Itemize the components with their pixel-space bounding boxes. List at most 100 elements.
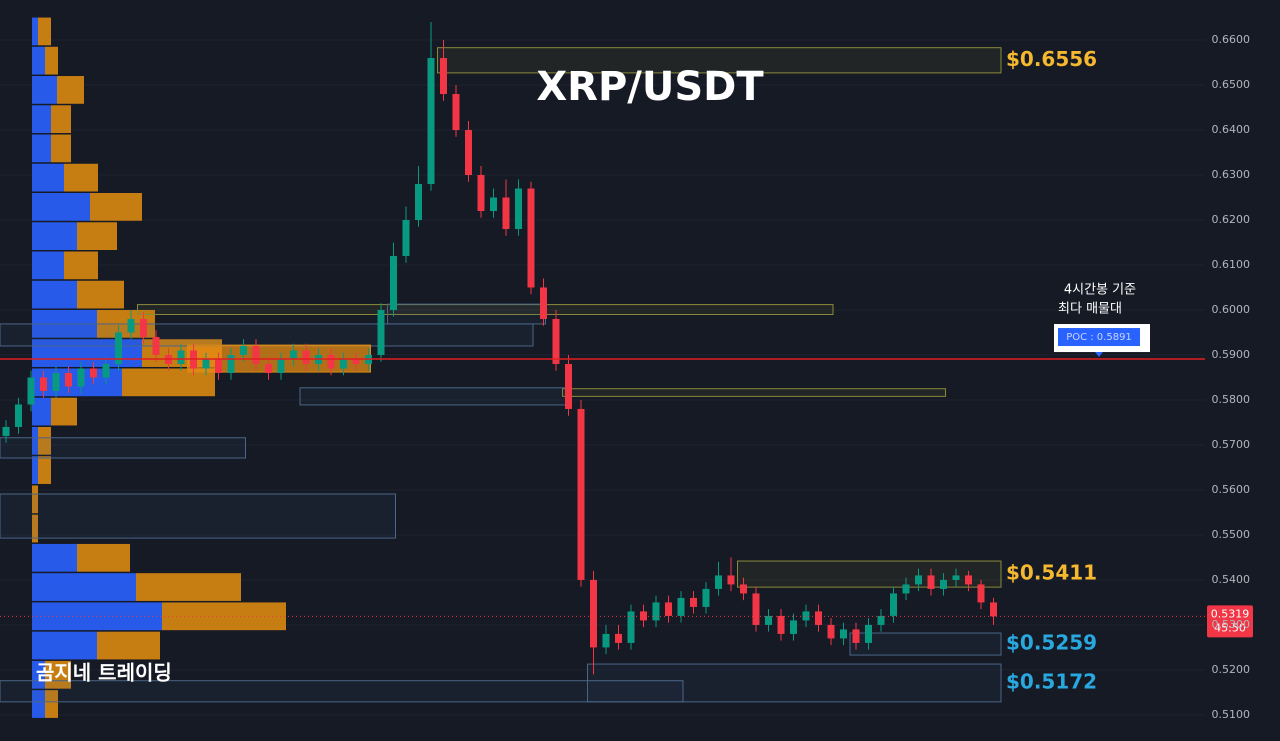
candle-body <box>40 377 47 391</box>
candle-body <box>665 602 672 616</box>
zone <box>387 303 546 325</box>
candle-body <box>177 350 185 364</box>
y-tick-label: 0.5800 <box>1212 393 1251 406</box>
candle-body <box>640 611 647 621</box>
zone <box>0 437 246 459</box>
buy-volume <box>32 280 77 309</box>
buy-volume <box>32 163 64 192</box>
candle-body <box>977 584 985 603</box>
zone-label: $0.5259 <box>1006 631 1097 655</box>
y-tick-label: 0.6200 <box>1212 213 1251 226</box>
candle-body <box>890 593 897 616</box>
sell-volume <box>45 46 58 75</box>
candle-body <box>865 624 872 643</box>
candle-body <box>102 363 110 378</box>
candle-body <box>27 377 35 405</box>
candle-body <box>90 368 97 378</box>
buy-volume <box>32 105 51 134</box>
zone-label: $0.6556 <box>1006 47 1097 71</box>
y-tick-label: 0.6600 <box>1212 33 1251 46</box>
candle-body <box>427 58 435 185</box>
candle-body <box>552 318 560 364</box>
candle-body <box>277 359 285 373</box>
buy-volume <box>32 46 45 75</box>
buy-volume <box>32 134 51 163</box>
sell-volume <box>32 514 38 543</box>
sell-volume <box>77 280 124 309</box>
candle-body <box>615 633 622 643</box>
sell-volume <box>45 660 71 689</box>
y-tick-label: 0.6100 <box>1212 258 1251 271</box>
zone-label: $0.5172 <box>1006 669 1097 693</box>
buy-volume <box>32 17 38 46</box>
candle-body <box>577 408 585 580</box>
candle-body <box>702 588 710 607</box>
y-tick-label: 0.6300 <box>1212 168 1251 181</box>
candle-body <box>377 309 385 355</box>
sell-volume <box>51 397 77 426</box>
sell-volume <box>38 17 51 46</box>
candle-body <box>490 197 497 212</box>
zone <box>437 47 1002 74</box>
candles <box>2 22 997 675</box>
y-tick-label: 0.5300 <box>1212 618 1251 631</box>
zone <box>299 387 571 406</box>
zone <box>0 680 684 703</box>
sell-volume <box>51 134 71 163</box>
candle-body <box>477 175 485 212</box>
candle-body <box>415 184 422 221</box>
sell-volume <box>77 222 117 250</box>
zone <box>0 323 534 347</box>
buy-volume <box>32 456 38 484</box>
candle-body <box>940 579 947 589</box>
candle-body <box>652 602 660 621</box>
candle-body <box>115 332 122 364</box>
candle-body <box>877 615 885 625</box>
sell-volume <box>90 193 142 221</box>
candle-body <box>590 579 597 648</box>
candle-body <box>52 372 60 391</box>
candle-body <box>952 575 960 580</box>
candle-body <box>827 624 835 639</box>
buy-volume <box>32 543 77 572</box>
candle-body <box>352 359 360 364</box>
sell-volume <box>122 368 215 397</box>
candle-body <box>965 575 972 585</box>
candle-body <box>840 629 847 639</box>
candle-body <box>140 318 147 337</box>
zone <box>587 663 1002 703</box>
buy-volume <box>32 426 38 455</box>
candle-body <box>390 255 397 310</box>
poc-pointer <box>1095 352 1103 358</box>
candle-body <box>752 593 760 625</box>
last-price-label: 0.5319 <box>1211 607 1250 620</box>
candle-body <box>540 287 547 319</box>
y-tick-label: 0.6500 <box>1212 78 1251 91</box>
candle-body <box>452 94 460 131</box>
candle-body <box>202 359 210 369</box>
y-tick-label: 0.5900 <box>1212 348 1251 361</box>
candle-body <box>715 575 722 589</box>
candle-body <box>802 611 810 621</box>
countdown: 45:50 <box>1214 621 1246 634</box>
sell-volume <box>32 485 38 514</box>
candle-body <box>215 359 222 373</box>
last-price-box <box>1207 605 1253 638</box>
y-tick-label: 0.5500 <box>1212 528 1251 541</box>
sell-volume <box>38 456 51 484</box>
candle-body <box>765 615 772 625</box>
candle-body <box>515 188 522 230</box>
candle-body <box>677 597 685 616</box>
candle-body <box>402 220 410 256</box>
candle-body <box>77 368 85 387</box>
candle-body <box>527 188 535 288</box>
candle-body <box>265 363 272 373</box>
buy-volume <box>32 690 45 718</box>
zone-label: $0.5411 <box>1006 561 1097 585</box>
candle-body <box>65 372 72 387</box>
buy-volume <box>32 660 45 689</box>
candle-body <box>152 336 160 355</box>
candle-body <box>252 345 260 364</box>
buy-volume <box>32 222 77 250</box>
